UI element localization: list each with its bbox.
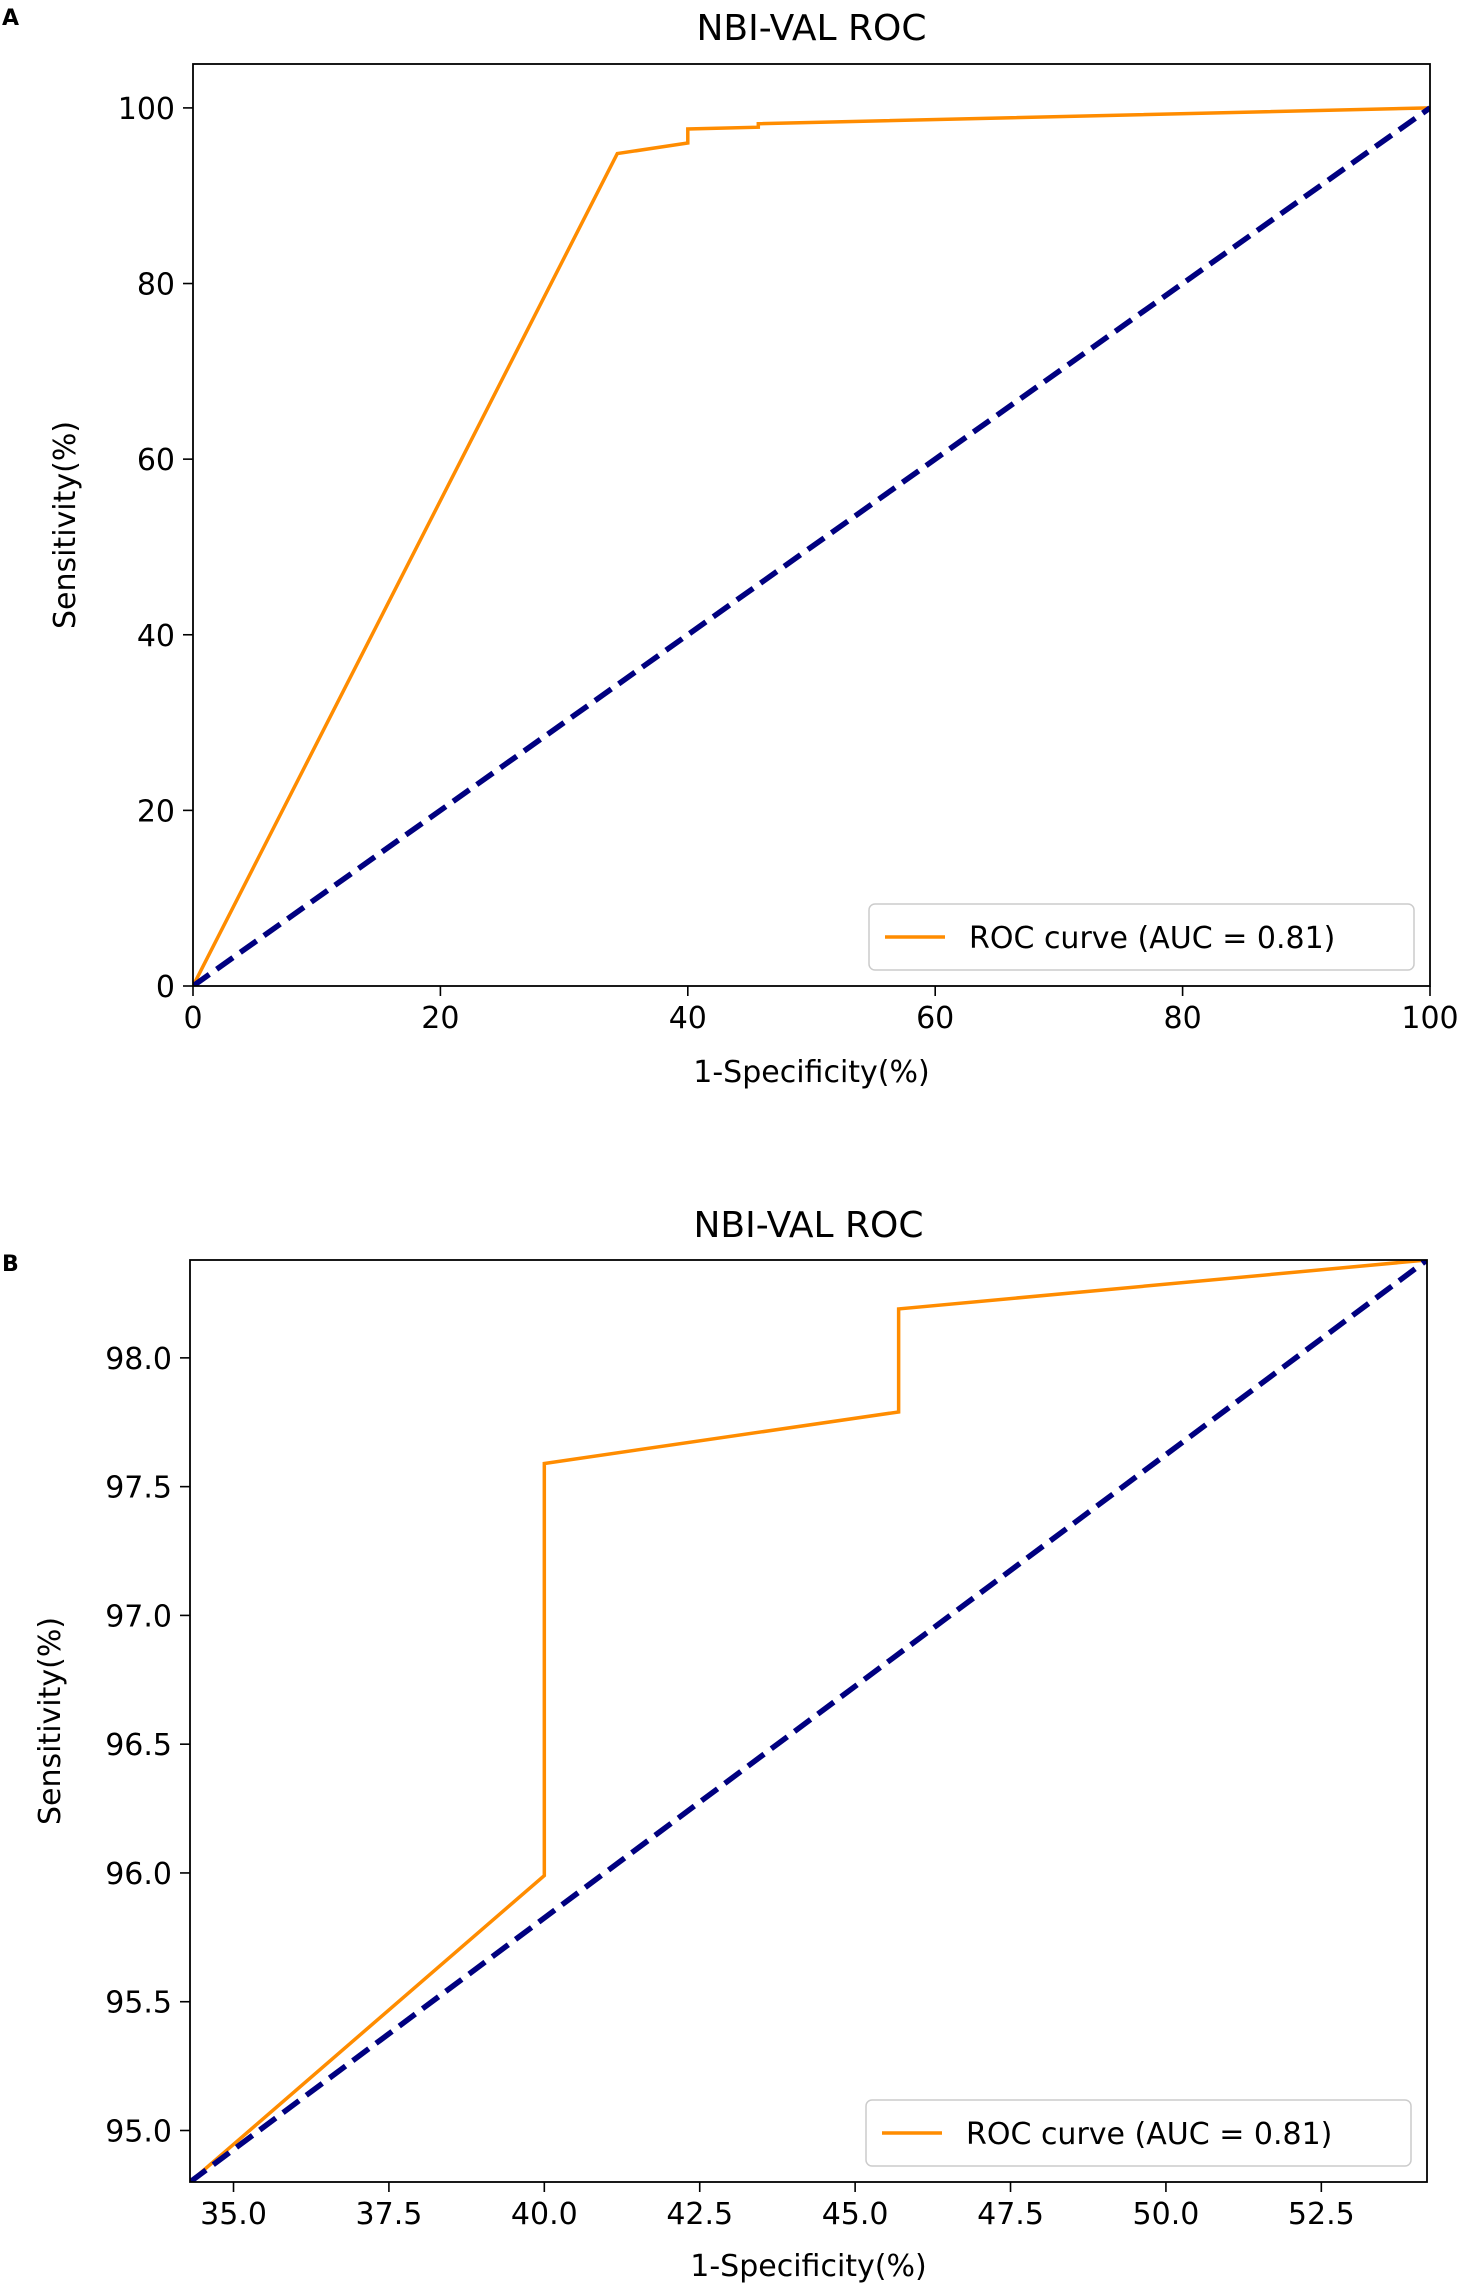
y-tick-label: 60 [137,443,175,478]
legend-label: ROC curve (AUC = 0.81) [969,921,1335,956]
plot-frame [189,1259,1428,2183]
x-tick-label: 80 [1164,1001,1202,1036]
y-tick-label: 96.5 [105,1728,172,1763]
y-axis-label: Sensitivity(%) [33,1617,68,1825]
y-tick-label: 97.0 [105,1599,172,1634]
y-tick-label: 0 [156,970,175,1005]
roc-curve-line [190,1260,1427,2182]
y-axis-label: Sensitivity(%) [48,421,83,629]
diagonal-reference-line [190,1260,1427,2182]
y-tick-label: 100 [118,92,175,127]
y-tick-label: 96.0 [105,1857,172,1892]
x-tick-label: 50.0 [1133,2197,1200,2232]
legend-label: ROC curve (AUC = 0.81) [966,2117,1332,2152]
x-tick-label: 40 [669,1001,707,1036]
x-tick-label: 35.0 [200,2197,267,2232]
y-tick-label: 95.0 [105,2114,172,2149]
x-tick-label: 60 [916,1001,954,1036]
y-tick-label: 80 [137,268,175,303]
x-tick-label: 47.5 [977,2197,1044,2232]
y-tick-label: 97.5 [105,1471,172,1506]
y-tick-label: 98.0 [105,1342,172,1377]
x-tick-label: 52.5 [1288,2197,1355,2232]
x-tick-label: 40.0 [511,2197,578,2232]
x-tick-label: 100 [1401,1001,1458,1036]
x-tick-label: 45.0 [822,2197,889,2232]
y-tick-label: 95.5 [105,1986,172,2021]
x-axis-label: 1-Specificity(%) [693,1055,929,1090]
x-tick-label: 42.5 [666,2197,733,2232]
y-tick-label: 40 [137,619,175,654]
diagonal-reference-line [193,105,1430,986]
plot-frame [192,63,1431,987]
chart-panel-a: A NBI-VAL ROC 1-Specificity(%) Sensitivity… [2,6,1459,1090]
chart-panel-b: B NBI-VAL ROC 1-Specificity(%) Sensitivity… [0,1144,1462,2288]
roc-curve-line [193,106,1430,986]
y-tick-label: 20 [137,794,175,829]
x-tick-label: 20 [421,1001,459,1036]
x-axis-label: 1-Specificity(%) [690,2249,926,2284]
chart-title: NBI-VAL ROC [693,1205,923,1246]
legend-box [868,903,1415,971]
chart-title: NBI-VAL ROC [696,8,926,49]
legend-box [865,2099,1412,2167]
panel-label-b: B [2,1252,19,1277]
x-tick-label: 0 [183,1001,202,1036]
x-tick-label: 37.5 [356,2197,423,2232]
roc-chart-b: NBI-VAL ROC 1-Specificity(%) Sensitivity(%… [33,1205,1428,2284]
roc-chart-a: NBI-VAL ROC 1-Specificity(%) Sensitivity(%… [48,8,1459,1090]
panel-label-a: A [2,6,20,31]
